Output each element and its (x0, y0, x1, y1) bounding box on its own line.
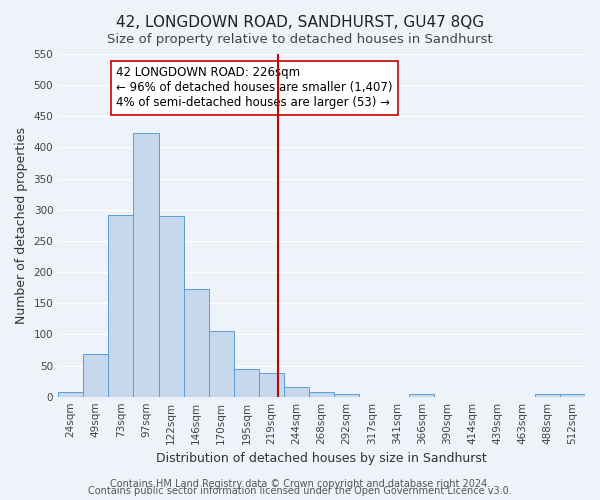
Text: 42 LONGDOWN ROAD: 226sqm
← 96% of detached houses are smaller (1,407)
4% of semi: 42 LONGDOWN ROAD: 226sqm ← 96% of detach… (116, 66, 392, 110)
Bar (284, 386, 309, 396)
Bar (409, 394, 434, 396)
Bar (560, 394, 585, 396)
Bar (109, 216, 133, 396)
Text: Contains HM Land Registry data © Crown copyright and database right 2024.: Contains HM Land Registry data © Crown c… (110, 479, 490, 489)
Bar (259, 373, 284, 396)
Bar (209, 330, 234, 396)
Text: 42, LONGDOWN ROAD, SANDHURST, GU47 8QG: 42, LONGDOWN ROAD, SANDHURST, GU47 8QG (116, 15, 484, 30)
Bar (158, 216, 184, 396)
Bar (535, 394, 560, 396)
Bar (83, 354, 109, 397)
Y-axis label: Number of detached properties: Number of detached properties (15, 127, 28, 324)
Bar (334, 394, 359, 396)
Bar (133, 132, 158, 396)
Bar (309, 392, 334, 396)
Bar (234, 370, 259, 396)
Text: Size of property relative to detached houses in Sandhurst: Size of property relative to detached ho… (107, 32, 493, 46)
Bar (58, 392, 83, 396)
Text: Contains public sector information licensed under the Open Government Licence v3: Contains public sector information licen… (88, 486, 512, 496)
X-axis label: Distribution of detached houses by size in Sandhurst: Distribution of detached houses by size … (156, 452, 487, 465)
Bar (184, 289, 209, 397)
